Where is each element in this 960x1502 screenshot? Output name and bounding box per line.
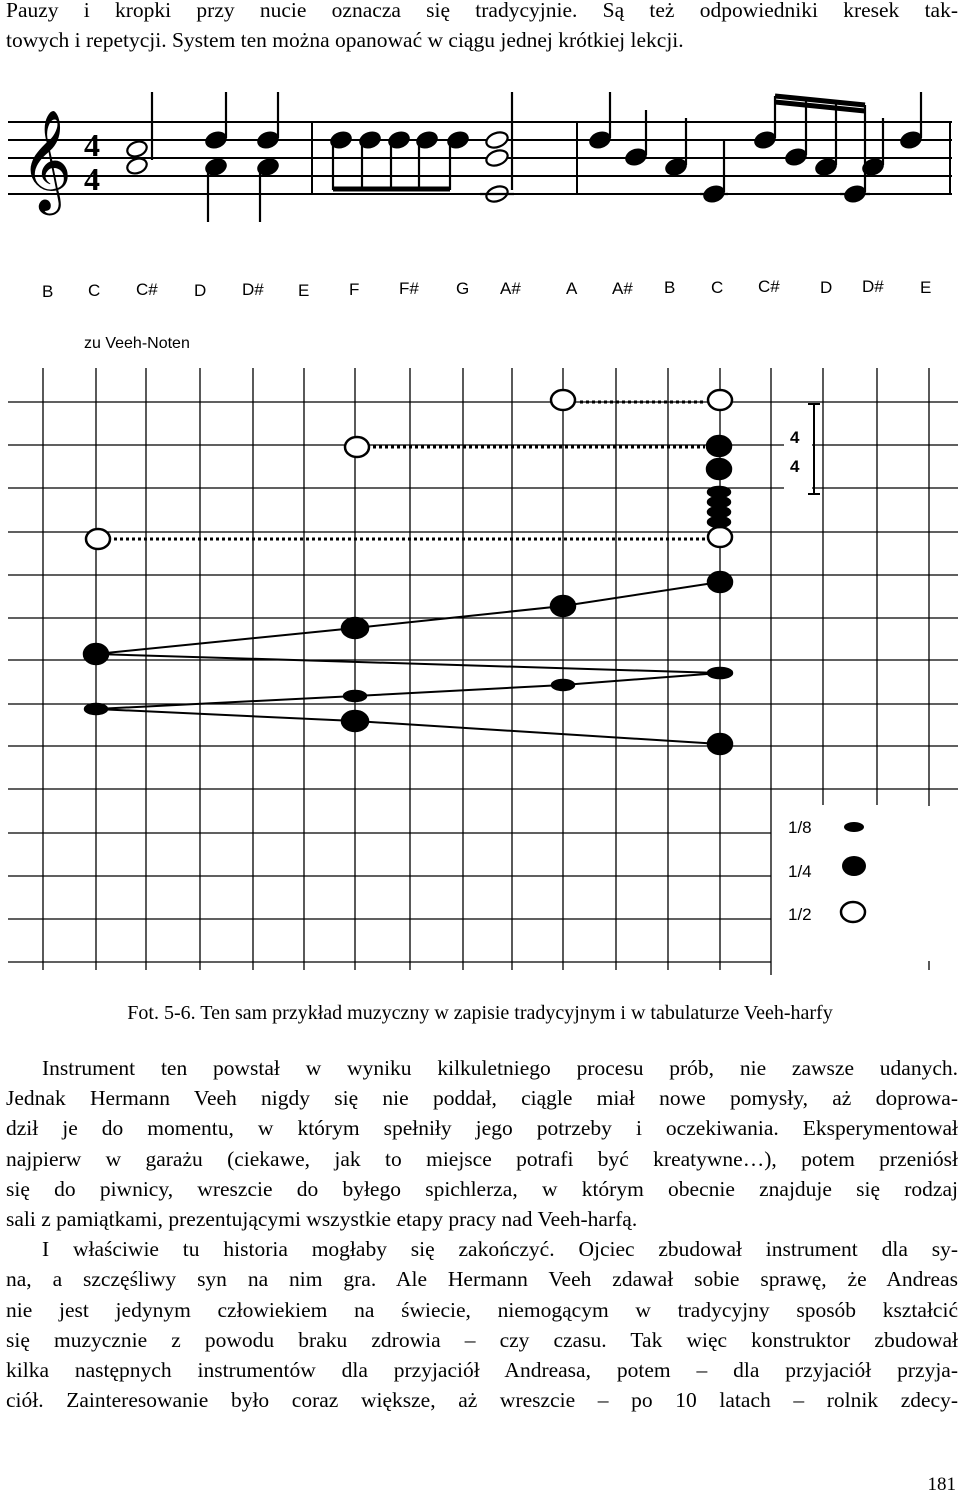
body-line: nie jest jedynym człowiekiem na świecie,…	[6, 1297, 958, 1322]
svg-text:4: 4	[790, 457, 800, 476]
body-line: ciół. Zainteresowanie było coraz większe…	[6, 1388, 958, 1413]
body-line: się do piwnicy, wreszcie do byłego spich…	[6, 1176, 958, 1201]
melody-lines	[95, 581, 721, 745]
half-note-mark	[343, 435, 371, 459]
music-staff	[8, 121, 952, 195]
note-name: D#	[242, 280, 264, 299]
half-note-mark	[549, 388, 577, 412]
eighth-note-mark	[706, 505, 732, 519]
eighth-note-mark	[706, 485, 732, 499]
half-note-mark	[706, 525, 734, 549]
eighth-note-mark	[706, 495, 732, 509]
note-name: D	[194, 281, 206, 300]
intro-line-2: towych i repetycji. System ten można opa…	[6, 28, 684, 53]
page-number: 181	[927, 1474, 957, 1495]
intro-paragraph: Pauzy i kropki przy nucie oznacza się tr…	[6, 0, 958, 55]
note-name: A	[566, 279, 578, 298]
body-line: najpierw w garażu (ciekawe, jak to miejs…	[6, 1146, 958, 1171]
eighth-note-mark	[550, 678, 576, 692]
note-name: C#	[136, 280, 158, 299]
eighth-note-mark	[706, 515, 732, 529]
intro-line-1: Pauzy i kropki przy nucie oznacza się tr…	[6, 0, 958, 22]
note-name: A#	[612, 279, 633, 298]
half-note-mark	[706, 388, 734, 412]
note-name: G	[456, 279, 469, 298]
eighth-note-mark	[342, 689, 368, 703]
note-name: C	[711, 278, 723, 297]
tab-legend: 1/8 1/4 1/2	[788, 818, 867, 924]
body-line: I właściwie tu historia mogłaby się zako…	[42, 1237, 958, 1262]
sustain-lines	[114, 400, 705, 541]
quarter-note-mark	[340, 709, 370, 733]
tab-notes	[82, 388, 734, 756]
half-note-mark	[84, 527, 112, 551]
note-name: D#	[862, 277, 884, 296]
quarter-note-mark	[549, 594, 577, 618]
note-name: B	[664, 278, 675, 297]
note-name: C	[88, 281, 100, 300]
music-figure: 𝄞 4 4	[8, 92, 958, 975]
figure-caption: Fot. 5-6. Ten sam przykład muzyczny w za…	[127, 1002, 833, 1024]
body-line: na, a szczęśliwy syn na nim gra. Ale Her…	[6, 1267, 958, 1292]
body-line: Jednak Hermann Veeh nigdy się nie poddał…	[6, 1086, 958, 1111]
eighth-note-mark	[706, 666, 734, 680]
legend-quarter-label: 1/4	[788, 862, 812, 881]
staff-measure-4	[754, 92, 923, 203]
note-name: D	[820, 278, 832, 297]
body-line: się muzycznie z powodu braku zdrowia – c…	[6, 1327, 958, 1352]
note-name: C#	[758, 277, 780, 296]
quarter-note-mark	[340, 616, 370, 640]
legend-eighth-label: 1/8	[788, 818, 812, 837]
svg-text:4: 4	[790, 428, 800, 447]
body-paragraph: Instrument ten powstał w wyniku kilkulet…	[6, 1053, 958, 1415]
veeh-label: zu Veeh-Noten	[84, 335, 190, 352]
body-line: Instrument ten powstał w wyniku kilkulet…	[42, 1056, 958, 1080]
quarter-note-mark	[82, 642, 110, 666]
eighth-note-mark	[83, 702, 109, 716]
staff-measure-1	[126, 92, 280, 222]
note-name: E	[920, 278, 931, 297]
eighth-note-icon	[844, 822, 864, 832]
note-names: B C C# D D# E F F# G A# A A# B C C# D D#…	[42, 277, 931, 301]
legend-background	[772, 806, 958, 961]
body-line: dził je do momentu, w którym spełniły je…	[6, 1116, 958, 1141]
note-name: A#	[500, 279, 521, 298]
quarter-note-mark	[706, 732, 734, 756]
quarter-note-icon	[842, 856, 866, 876]
staff-measure-3	[589, 92, 728, 203]
tab-time-signature: 4 4	[784, 403, 820, 495]
body-line: kilka następnych instrumentów dla przyja…	[6, 1357, 958, 1382]
quarter-note-mark	[705, 434, 733, 458]
quarter-note-mark	[705, 457, 733, 481]
treble-clef-icon: 𝄞	[20, 108, 72, 216]
staff-time-signature-top: 4	[84, 127, 100, 163]
note-name: F#	[399, 279, 419, 298]
note-name: F	[349, 280, 359, 299]
staff-time-signature-bottom: 4	[84, 161, 100, 197]
note-name: E	[298, 281, 309, 300]
note-name: B	[42, 282, 53, 301]
body-line: sali z pamiątkami, prezentującymi wszyst…	[6, 1206, 638, 1231]
quarter-note-mark	[706, 570, 734, 594]
staff-measure-2	[330, 92, 514, 203]
legend-half-label: 1/2	[788, 905, 812, 924]
half-note-icon	[839, 900, 867, 924]
